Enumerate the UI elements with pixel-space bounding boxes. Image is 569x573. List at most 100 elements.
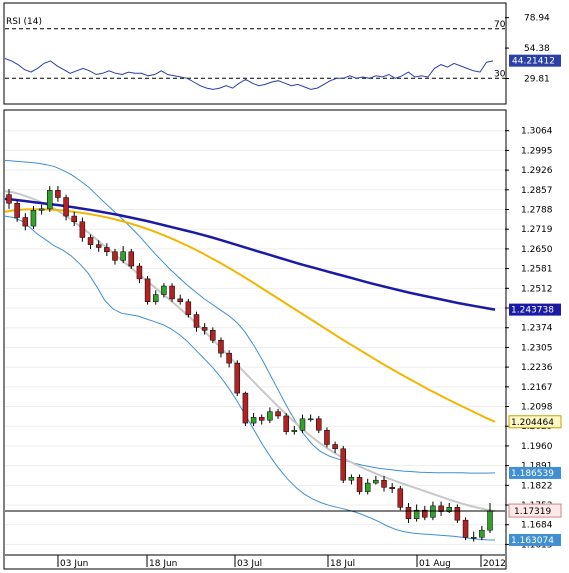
- price-tick-label: 1.2650: [521, 245, 553, 255]
- rsi-tick-label: 54.38: [524, 44, 550, 54]
- candle-down: [454, 507, 461, 521]
- candle-down: [389, 487, 395, 490]
- sma-mid-tag-box: [508, 415, 562, 429]
- candle-up: [413, 509, 420, 519]
- candle-down: [275, 411, 281, 417]
- rsi-y-axis: 78.94 54.38 29.81: [505, 14, 550, 84]
- candle-down: [87, 237, 94, 245]
- candle-up: [47, 190, 53, 210]
- rsi-last-label: 44.21412: [512, 57, 555, 67]
- candle-down: [71, 215, 77, 223]
- candle-down: [381, 479, 387, 488]
- candle-down: [201, 327, 208, 331]
- price-tick-label: 1.2167: [521, 383, 553, 393]
- candle-down: [136, 265, 143, 280]
- candle-up: [446, 507, 452, 512]
- candle-down: [283, 415, 289, 432]
- candle-down: [218, 340, 224, 354]
- price-tick-label: 1.1891: [521, 462, 553, 472]
- x-tick-label: 01 Aug: [419, 559, 451, 569]
- price-tick-label: 1.2995: [521, 146, 553, 156]
- candle-down: [316, 418, 322, 431]
- candle-down: [104, 247, 110, 253]
- price-tick-label: 1.2305: [521, 343, 553, 353]
- rsi-tick-label: 78.94: [524, 14, 550, 24]
- candle-down: [356, 477, 363, 492]
- price-tick-label: 1.2098: [521, 403, 553, 413]
- candle-down: [234, 362, 241, 394]
- price-tick-label: 1.1822: [521, 481, 553, 491]
- last-price: 1.17319: [5, 503, 562, 518]
- indicator-labels: 1.243738 1.204464 1.186539 1.163074: [508, 303, 562, 546]
- candle-up: [30, 210, 37, 227]
- candle-up: [373, 479, 379, 484]
- price-tick-label: 1.2512: [521, 284, 553, 294]
- bb-upper-line: [4, 159, 496, 474]
- candle-up: [291, 429, 298, 432]
- rsi-tick-label: 29.81: [524, 74, 550, 84]
- candle-up: [364, 482, 371, 492]
- candle-up: [152, 294, 159, 302]
- rsi-level-label: 30: [494, 69, 506, 79]
- candle-up: [250, 417, 257, 424]
- candle-up: [348, 477, 355, 481]
- candle-up: [479, 529, 485, 538]
- rsi-line: [4, 58, 494, 90]
- x-tick-label: 18 Jul: [330, 559, 355, 569]
- candle-down: [112, 251, 118, 261]
- x-tick-label: 03 Jun: [60, 559, 88, 569]
- price-tick-label: 1.1684: [521, 521, 553, 531]
- candle-up: [267, 411, 273, 421]
- candle-up: [38, 208, 45, 211]
- candle-up: [430, 505, 436, 518]
- candle-down: [242, 392, 249, 424]
- candle-down: [324, 429, 330, 445]
- rsi-last-box: [509, 54, 561, 67]
- price-tick-label: 1.2857: [521, 186, 553, 196]
- candles: [6, 186, 493, 542]
- candle-down: [63, 197, 69, 217]
- candle-down: [177, 298, 183, 302]
- candle-down: [79, 221, 86, 238]
- x-tick-label: 2012: [483, 559, 506, 569]
- candle-down: [258, 417, 265, 421]
- sma-long-line: [4, 197, 496, 311]
- candle-down: [169, 285, 175, 300]
- candle-up: [470, 537, 477, 539]
- candle-down: [14, 202, 20, 218]
- indicator-lines: [4, 159, 496, 541]
- bb-middle-line: [4, 190, 496, 512]
- candle-down: [438, 505, 444, 512]
- candle-down: [6, 194, 12, 204]
- price-tick-label: 1.2374: [521, 324, 553, 334]
- rsi-levels: 70 30: [5, 20, 506, 79]
- candle-down: [128, 251, 135, 267]
- candle-down: [340, 448, 347, 481]
- candle-down: [144, 278, 151, 302]
- candle-up: [299, 418, 306, 431]
- candle-down: [210, 330, 216, 341]
- candle-down: [405, 507, 412, 519]
- candle-down: [422, 509, 428, 518]
- sma-mid-tag-label: 1.204464: [511, 418, 554, 428]
- candle-down: [462, 519, 469, 538]
- rsi-title: RSI (14): [6, 17, 42, 27]
- last-price-box: [508, 503, 562, 518]
- price-tick-label: 1.2719: [521, 225, 553, 235]
- candle-down: [95, 244, 102, 248]
- price-panel: [3, 109, 507, 570]
- candle-down: [55, 190, 61, 198]
- rsi-level-label: 70: [494, 20, 506, 30]
- price-tick-label: 1.2926: [521, 166, 553, 176]
- candle-down: [332, 444, 338, 450]
- rsi-series: [4, 58, 494, 90]
- candle-down: [226, 352, 232, 364]
- last-price-label: 1.17319: [514, 507, 551, 517]
- price-tick-label: 1.2581: [521, 265, 553, 275]
- candle-up: [161, 285, 167, 295]
- candle-up: [487, 510, 493, 531]
- sma-mid-line: [4, 208, 496, 423]
- price-y-axis: 1.3064 1.2995 1.2926 1.2857 1.2788 1.2719 1.26…: [505, 127, 553, 550]
- price-tick-label: 1.1960: [521, 442, 553, 452]
